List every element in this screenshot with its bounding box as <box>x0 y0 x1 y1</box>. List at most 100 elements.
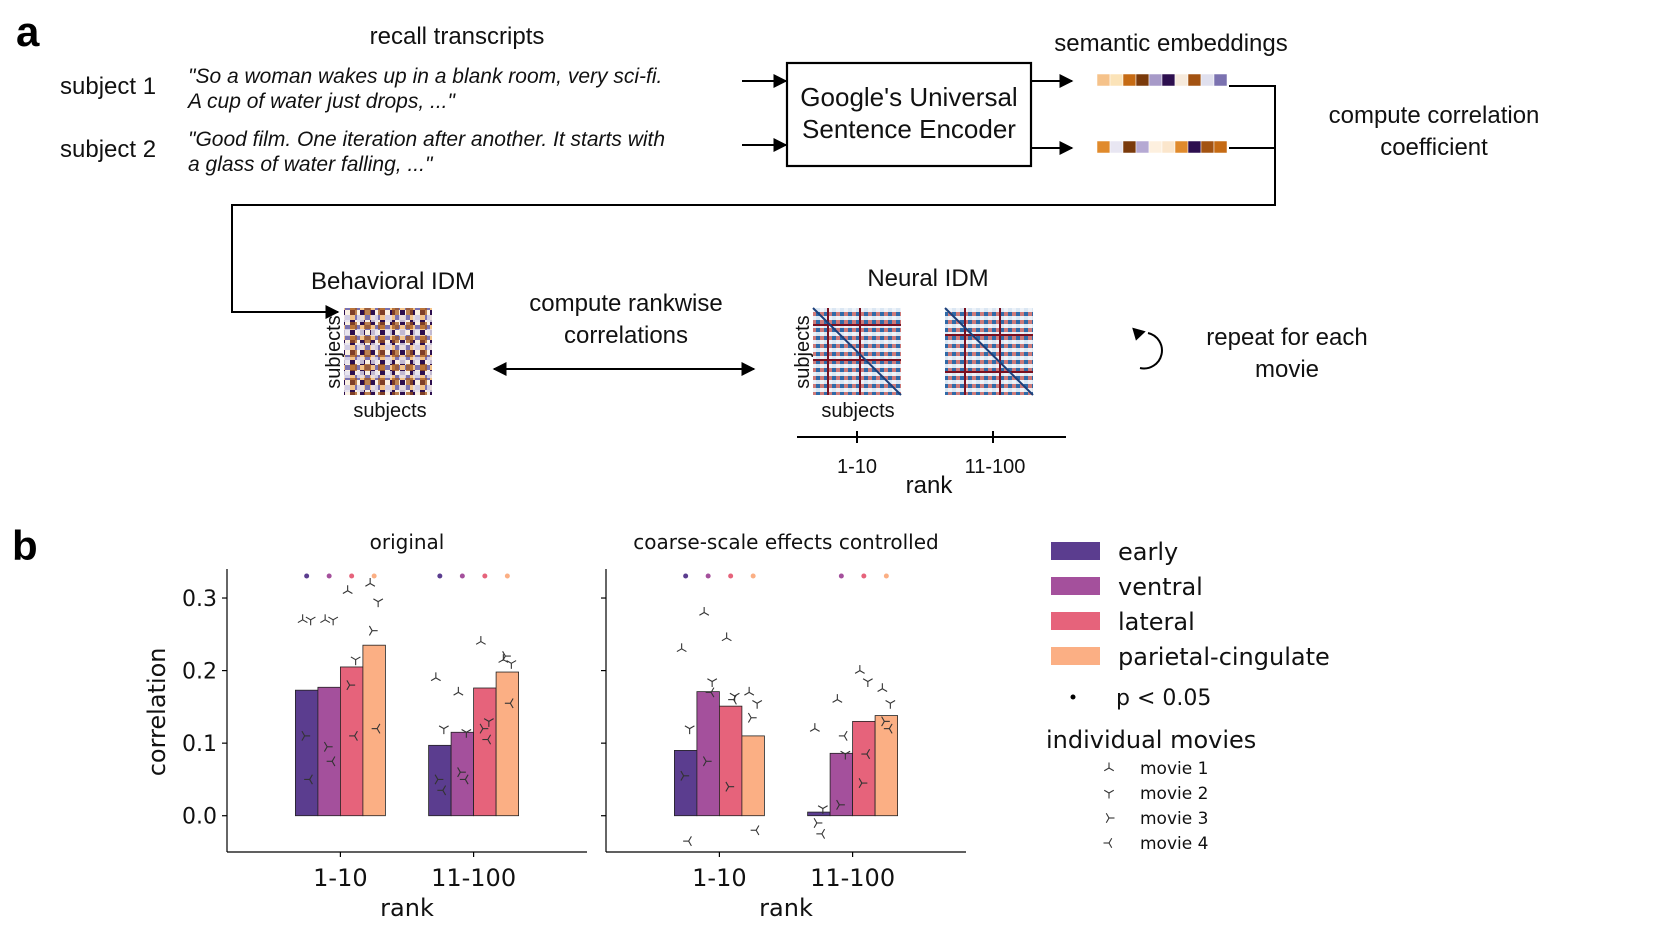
neural-idm-matrix-rank-1-10 <box>812 307 902 396</box>
embedding-cell <box>1174 140 1189 154</box>
embedding-cell <box>1187 140 1202 154</box>
recall-transcripts-title: recall transcripts <box>370 23 545 50</box>
movie-marker <box>832 694 843 703</box>
behavioral-idm-y-axis-label: subjects <box>323 315 345 388</box>
rank-tick-label-11-100: 11-100 <box>965 456 1026 478</box>
movie-marker <box>877 683 888 692</box>
behavioral-idm-title: Behavioral IDM <box>311 268 475 295</box>
movie-marker <box>861 749 871 760</box>
movie-marker <box>430 672 441 682</box>
legend-region-label: lateral <box>1118 608 1195 636</box>
embedding-cell <box>1161 140 1176 154</box>
movie-marker <box>506 660 517 669</box>
significance-dot <box>883 573 889 579</box>
movie-marker <box>297 614 308 624</box>
movie-marker <box>881 716 890 727</box>
bar-lateral <box>719 705 743 817</box>
bar-ventral <box>317 686 341 817</box>
movie-marker <box>365 578 376 587</box>
movie-marker <box>504 698 514 709</box>
movie-marker <box>475 636 486 645</box>
significance-dot <box>750 573 756 579</box>
legend-region-label: parietal-cingulate <box>1118 643 1330 671</box>
movie-marker <box>862 678 873 687</box>
x-tick-label: 1-10 <box>313 864 367 892</box>
chart-coarse-scale-controlled: coarse-scale effects controlled 1-10 11-10… <box>601 530 966 922</box>
significance-dot <box>459 573 465 579</box>
movie-marker <box>342 585 353 594</box>
embedding-vector-subject-2 <box>1096 140 1228 154</box>
significance-dot <box>705 573 711 579</box>
movie-marker <box>373 598 384 608</box>
bar-lateral <box>473 687 497 817</box>
embedding-cell <box>1213 140 1228 154</box>
significance-dot <box>437 573 443 579</box>
legend-swatch <box>1051 647 1100 665</box>
bar-ventral <box>696 691 720 817</box>
chart-original: original 0.0 0.1 0.2 0.3 correlation 1-10 11-10… <box>143 530 587 922</box>
semantic-embeddings-title: semantic embeddings <box>1054 30 1287 57</box>
significance-dot <box>482 573 488 579</box>
movie-marker <box>371 723 381 734</box>
panel-a-label: a <box>16 8 40 55</box>
legend-movie-label: movie 4 <box>1140 834 1208 854</box>
bar-early <box>807 811 831 817</box>
embedding-vector-subject-1 <box>1096 73 1228 87</box>
movie-marker <box>502 651 511 662</box>
movie-marker <box>747 712 757 723</box>
movie-marker <box>858 778 868 789</box>
movie-marker <box>728 694 737 705</box>
sentence-encoder-box: Google's Universal Sentence Encoder <box>785 61 1033 168</box>
bar-parietal-cingulate <box>495 671 520 817</box>
legend-swatch <box>1051 612 1100 630</box>
legend-movie-label: movie 1 <box>1140 759 1208 779</box>
embedding-cell <box>1174 73 1189 87</box>
bar-early <box>428 744 452 817</box>
repeat-icon <box>1132 327 1163 370</box>
embedding-cell <box>1200 140 1215 154</box>
legend-swatch <box>1051 577 1100 595</box>
repeat-label-line2: movie <box>1255 356 1319 383</box>
movie-marker <box>461 729 472 738</box>
movie-marker <box>457 767 466 778</box>
legend-regions: early ventral lateral parietal-cingulate <box>1051 538 1330 671</box>
movie-marker <box>438 725 449 735</box>
significance-dot <box>683 573 689 579</box>
bar-parietal-cingulate <box>741 735 765 817</box>
significance-dot <box>371 573 377 579</box>
bar-ventral <box>450 731 475 817</box>
movie-marker <box>368 625 378 636</box>
movie-marker <box>483 718 494 727</box>
movie-marker <box>750 825 760 836</box>
movie-marker <box>725 781 735 792</box>
movie-marker <box>320 614 331 624</box>
legend-swatch <box>1051 542 1100 560</box>
movie-marker <box>854 665 865 674</box>
movie-marker <box>817 805 828 814</box>
embedding-cell <box>1148 73 1163 87</box>
neural-idm-title: Neural IDM <box>867 265 988 292</box>
movie-marker <box>346 680 356 691</box>
movie-marker <box>885 700 896 709</box>
connector-to-behavioral-idm <box>231 148 1276 319</box>
rank-tick-label-1-10: 1-10 <box>837 456 877 478</box>
embedding-cell <box>1096 73 1111 87</box>
significance-dot <box>304 573 310 579</box>
movie-marker <box>437 785 447 796</box>
embedding-cell <box>1213 73 1228 87</box>
movie-marker <box>838 730 848 741</box>
embedding-cell <box>1109 140 1124 154</box>
movie-marker <box>434 774 444 785</box>
bar-lateral <box>339 666 364 817</box>
legend-movie-marker <box>1103 789 1115 799</box>
bar-parietal-cingulate <box>362 644 386 817</box>
subject-2-quote-line1: "Good film. One iteration after another.… <box>188 128 665 151</box>
embedding-cell <box>1148 140 1163 154</box>
movie-marker <box>813 817 823 829</box>
movie-marker <box>836 799 845 810</box>
significance-dot <box>861 573 867 579</box>
subject-1-label: subject 1 <box>60 73 156 100</box>
panel-b-label: b <box>12 522 38 569</box>
subject-1-quote-line2: A cup of water just drops, ..." <box>186 90 457 113</box>
movie-marker <box>350 656 361 666</box>
